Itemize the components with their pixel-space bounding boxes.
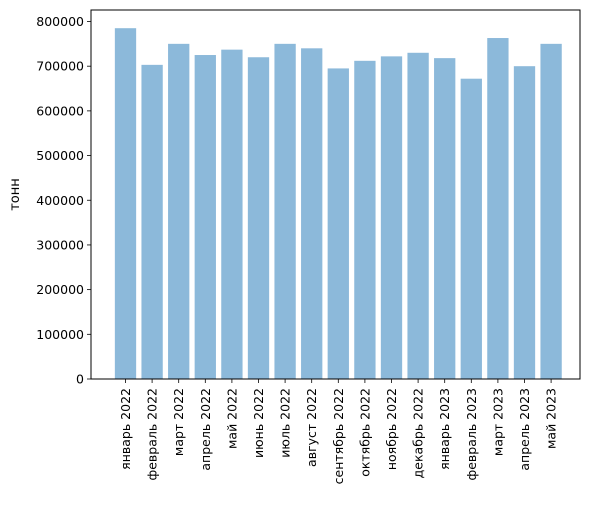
y-tick-label: 0 (76, 372, 84, 387)
y-axis-label: тонн (8, 178, 23, 211)
bar (194, 55, 216, 380)
x-tick-label: апрель 2023 (517, 388, 532, 471)
x-tick-label: март 2022 (171, 388, 186, 456)
bar (460, 78, 482, 379)
bars-group (114, 28, 562, 380)
x-tick-label: март 2023 (490, 388, 505, 456)
y-axis: 0 100000 200000 300000 400000 500000 600000 700… (36, 14, 91, 387)
bar (487, 38, 509, 379)
x-tick-label: август 2022 (304, 388, 319, 467)
x-tick-label: апрель 2022 (198, 388, 213, 471)
bar (407, 52, 429, 379)
x-tick-label: январь 2023 (437, 388, 452, 470)
x-tick-label: май 2023 (544, 388, 559, 449)
bar (434, 58, 456, 379)
x-tick-label: сентябрь 2022 (331, 388, 346, 484)
x-tick-label: январь 2022 (118, 388, 133, 470)
x-tick-label: февраль 2022 (145, 388, 160, 480)
y-tick-label: 500000 (36, 148, 84, 163)
x-axis: январь 2022 февраль 2022 март 2022 апрель 2… (118, 379, 559, 484)
x-tick-label: май 2022 (224, 388, 239, 449)
bar (141, 64, 163, 379)
y-tick-label: 700000 (36, 59, 84, 74)
x-tick-label: ноябрь 2022 (384, 388, 399, 470)
x-tick-label: июль 2022 (278, 388, 293, 458)
bar (354, 60, 376, 379)
y-tick-label: 600000 (36, 103, 84, 118)
y-tick-label: 800000 (36, 14, 84, 29)
x-tick-label: декабрь 2022 (411, 388, 426, 478)
x-tick-label: октябрь 2022 (357, 388, 372, 477)
x-tick-label: февраль 2023 (464, 388, 479, 480)
bar (327, 68, 349, 380)
bar (168, 43, 190, 380)
bar (114, 28, 137, 379)
plot-frame (90, 9, 581, 380)
y-tick-label: 100000 (36, 327, 84, 342)
bar (540, 43, 562, 380)
bar (221, 49, 243, 380)
bar (380, 56, 403, 380)
y-tick-label: 300000 (36, 237, 84, 252)
x-tick-label: июнь 2022 (251, 388, 266, 458)
bar (513, 66, 536, 379)
y-tick-label: 400000 (36, 193, 84, 208)
bar (274, 43, 296, 380)
bar (247, 57, 270, 379)
bar (301, 48, 323, 380)
y-tick-label: 200000 (36, 282, 84, 297)
